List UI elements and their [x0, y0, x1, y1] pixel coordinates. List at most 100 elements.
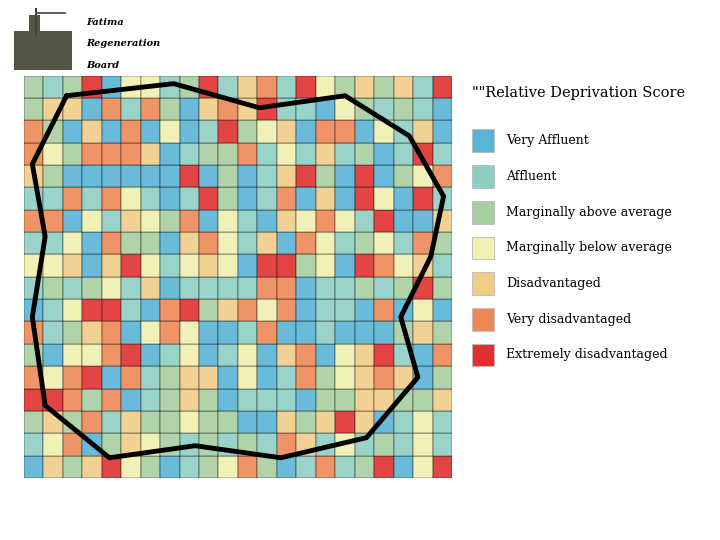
Bar: [413, 366, 433, 388]
Bar: [258, 76, 277, 98]
Bar: [199, 344, 218, 366]
FancyBboxPatch shape: [472, 343, 494, 366]
Bar: [43, 143, 63, 165]
Bar: [297, 165, 316, 187]
Bar: [179, 232, 199, 254]
Bar: [63, 456, 82, 478]
Bar: [394, 411, 413, 433]
Bar: [218, 254, 238, 276]
Bar: [238, 187, 258, 210]
Bar: [316, 321, 336, 344]
Bar: [413, 120, 433, 143]
Bar: [121, 98, 140, 120]
Bar: [102, 321, 121, 344]
Bar: [374, 254, 394, 276]
Bar: [413, 344, 433, 366]
Bar: [355, 388, 374, 411]
Bar: [218, 276, 238, 299]
Bar: [297, 344, 316, 366]
Bar: [63, 321, 82, 344]
Bar: [179, 210, 199, 232]
Bar: [82, 366, 102, 388]
Bar: [374, 344, 394, 366]
Bar: [336, 165, 355, 187]
Bar: [199, 411, 218, 433]
Bar: [140, 187, 160, 210]
Bar: [121, 321, 140, 344]
Bar: [82, 344, 102, 366]
Bar: [63, 254, 82, 276]
Bar: [316, 456, 336, 478]
Bar: [102, 143, 121, 165]
Bar: [374, 299, 394, 321]
Bar: [43, 210, 63, 232]
Bar: [82, 187, 102, 210]
Bar: [24, 165, 43, 187]
Bar: [140, 276, 160, 299]
Bar: [238, 210, 258, 232]
Bar: [43, 321, 63, 344]
Bar: [258, 120, 277, 143]
Bar: [413, 411, 433, 433]
Bar: [199, 143, 218, 165]
Bar: [140, 411, 160, 433]
Bar: [179, 366, 199, 388]
Bar: [413, 143, 433, 165]
Bar: [336, 456, 355, 478]
Bar: [43, 411, 63, 433]
Bar: [277, 187, 297, 210]
Bar: [316, 433, 336, 456]
Bar: [355, 187, 374, 210]
Bar: [336, 299, 355, 321]
Text: Marginally above average: Marginally above average: [506, 206, 672, 219]
Bar: [336, 366, 355, 388]
Bar: [199, 388, 218, 411]
Bar: [218, 143, 238, 165]
Bar: [121, 120, 140, 143]
Bar: [140, 98, 160, 120]
Bar: [297, 433, 316, 456]
Bar: [43, 76, 63, 98]
Bar: [43, 299, 63, 321]
Bar: [218, 366, 238, 388]
Bar: [413, 321, 433, 344]
Bar: [63, 388, 82, 411]
Bar: [43, 388, 63, 411]
Bar: [355, 98, 374, 120]
Bar: [160, 143, 179, 165]
Bar: [160, 165, 179, 187]
Bar: [413, 254, 433, 276]
Bar: [316, 254, 336, 276]
Bar: [179, 143, 199, 165]
Bar: [199, 433, 218, 456]
Bar: [24, 254, 43, 276]
FancyBboxPatch shape: [472, 130, 494, 152]
Bar: [355, 254, 374, 276]
Bar: [238, 388, 258, 411]
Bar: [218, 388, 238, 411]
Bar: [121, 299, 140, 321]
Bar: [238, 456, 258, 478]
Bar: [238, 232, 258, 254]
Bar: [82, 299, 102, 321]
Bar: [140, 456, 160, 478]
Bar: [355, 165, 374, 187]
Bar: [121, 143, 140, 165]
Bar: [258, 388, 277, 411]
Bar: [102, 232, 121, 254]
Bar: [24, 76, 43, 98]
Bar: [413, 276, 433, 299]
Bar: [160, 344, 179, 366]
Bar: [102, 411, 121, 433]
Bar: [121, 254, 140, 276]
Bar: [355, 456, 374, 478]
Bar: [355, 433, 374, 456]
Bar: [277, 210, 297, 232]
Bar: [336, 388, 355, 411]
Bar: [160, 120, 179, 143]
Bar: [297, 366, 316, 388]
Bar: [82, 456, 102, 478]
Bar: [160, 187, 179, 210]
Text: Disadvantaged: Disadvantaged: [506, 277, 600, 290]
Bar: [374, 76, 394, 98]
